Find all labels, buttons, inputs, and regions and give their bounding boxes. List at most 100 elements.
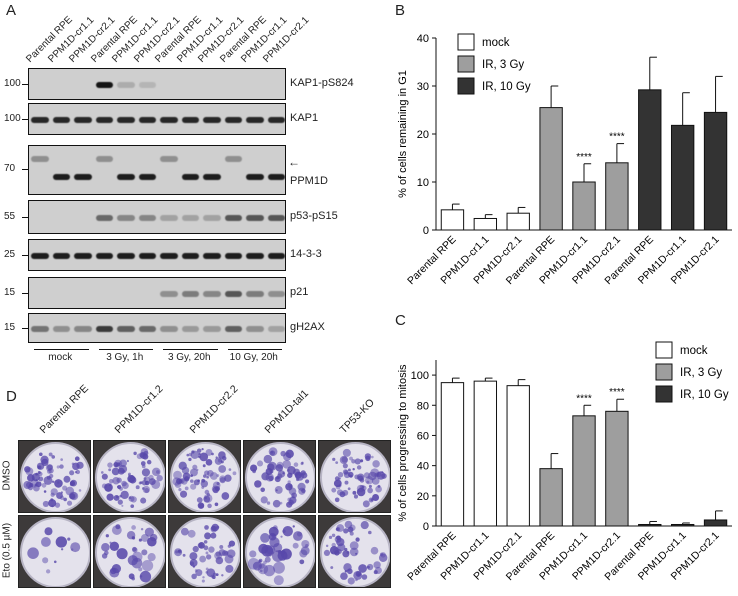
blot-band <box>117 82 135 88</box>
significance-label: **** <box>609 132 625 143</box>
blot-strip <box>28 68 286 100</box>
blot-row-label: KAP1 <box>290 112 319 124</box>
blot-band <box>224 326 242 332</box>
bar <box>638 523 662 527</box>
blot-band <box>138 215 156 221</box>
blot-band <box>203 215 221 221</box>
blot-band <box>203 326 221 332</box>
blot-row-label: p53-pS15 <box>290 210 338 222</box>
blot-band <box>203 291 221 297</box>
blot-band <box>95 253 113 259</box>
blot-band <box>117 253 135 259</box>
blot-band <box>267 174 285 180</box>
legend-swatch <box>655 385 673 403</box>
blot-band <box>246 174 264 180</box>
blot-band <box>267 117 285 123</box>
blot-band <box>267 253 285 259</box>
colony-dish <box>243 515 316 588</box>
y-axis-label: % of cells progressing to mitosis <box>397 364 409 522</box>
condition-label: 10 Gy, 20h <box>229 352 278 363</box>
blot-band <box>267 291 285 297</box>
blot-band <box>181 215 199 221</box>
blot-band <box>246 117 264 123</box>
blot-band <box>31 156 49 162</box>
bar <box>506 385 530 527</box>
molecular-weight-tick <box>22 119 28 120</box>
condition-bracket <box>163 349 218 350</box>
blot-band <box>74 253 92 259</box>
molecular-weight-tick <box>22 328 28 329</box>
blot-band <box>117 174 135 180</box>
colony-dish <box>243 440 316 513</box>
colony-dish <box>93 440 166 513</box>
blot-strip <box>28 200 286 234</box>
bar <box>506 212 530 231</box>
blot-band <box>52 253 70 259</box>
blot-strip <box>28 239 286 271</box>
blot-band <box>95 117 113 123</box>
bar <box>703 111 728 231</box>
panel-letter-d: D <box>6 388 17 405</box>
blot-band <box>138 117 156 123</box>
blot-band <box>246 253 264 259</box>
blot-band <box>117 215 135 221</box>
panel-letter-a: A <box>6 2 17 19</box>
bar <box>539 468 563 527</box>
colony-dish <box>318 440 391 513</box>
bar <box>703 519 728 527</box>
blot-band <box>52 117 70 123</box>
condition-bracket <box>98 349 153 350</box>
colony-dish <box>318 515 391 588</box>
blot-band <box>31 326 49 332</box>
blot-band <box>52 326 70 332</box>
blot-band <box>160 326 178 332</box>
dish-row-label: Eto (0.5 µM) <box>1 522 13 578</box>
legend-label: IR, 3 Gy <box>680 367 722 379</box>
bar <box>539 107 563 231</box>
y-tick-label: 30 <box>417 81 429 93</box>
legend-label: IR, 10 Gy <box>482 81 531 93</box>
y-tick-label: 100 <box>411 370 429 382</box>
y-tick-label: 60 <box>417 430 429 442</box>
dish-column-label: PPM1D-cr2.2 <box>187 382 241 436</box>
blot-strip <box>28 277 286 309</box>
condition-label: 3 Gy, 20h <box>167 352 211 363</box>
chart-mitosis-progression: 0 20 40 60 80 100% of cells progressing to mi… <box>397 341 732 583</box>
y-tick-label: 20 <box>417 491 429 503</box>
blot-band <box>203 174 221 180</box>
colony-dish <box>168 515 241 588</box>
legend-swatch <box>655 341 673 359</box>
blot-band <box>267 215 285 221</box>
blot-band <box>31 117 49 123</box>
ppm1d-arrow: ← <box>288 155 300 169</box>
blot-band <box>224 215 242 221</box>
blot-strip <box>28 145 286 195</box>
panel-letter-c: C <box>395 312 406 329</box>
legend-swatch <box>655 363 673 381</box>
y-tick-label: 0 <box>423 225 429 237</box>
blot-band <box>138 253 156 259</box>
molecular-weight-tick <box>22 255 28 256</box>
y-tick-label: 20 <box>417 129 429 141</box>
bar <box>638 89 662 231</box>
panel-letter-b: B <box>395 2 406 19</box>
blot-band <box>160 253 178 259</box>
molecular-weight-marker: 15 <box>4 322 16 333</box>
blot-band <box>267 326 285 332</box>
bar <box>473 217 498 231</box>
legend-label: mock <box>482 37 510 49</box>
bar <box>572 181 596 231</box>
molecular-weight-marker: 100 <box>4 78 21 89</box>
condition-bracket <box>227 349 282 350</box>
significance-label: **** <box>576 393 592 404</box>
blot-band <box>246 215 264 221</box>
blot-band <box>117 326 135 332</box>
blot-band <box>95 326 113 332</box>
y-axis-label: % of cells remaining in G1 <box>397 70 409 198</box>
legend-label: IR, 10 Gy <box>680 389 729 401</box>
blot-band <box>138 82 156 88</box>
blot-band <box>224 253 242 259</box>
dish-column-label: PPM1D-cr1.2 <box>112 382 166 436</box>
molecular-weight-tick <box>22 169 28 170</box>
